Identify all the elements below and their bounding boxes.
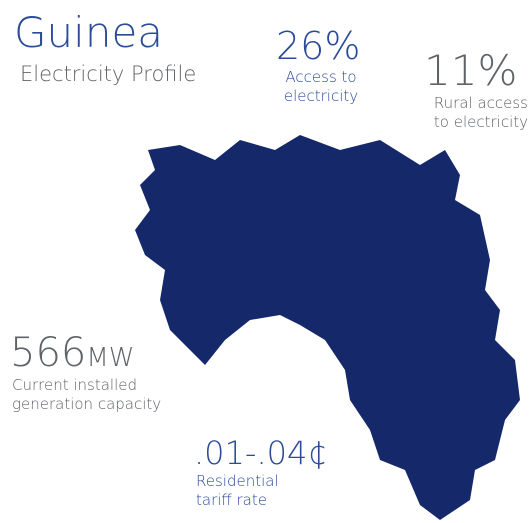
stat-unit: MW bbox=[86, 343, 135, 373]
caption-line: Access to bbox=[285, 68, 357, 86]
guinea-map bbox=[135, 135, 520, 520]
caption-line: tariff rate bbox=[196, 491, 267, 509]
stat-caption: Rural access to electricity bbox=[412, 94, 528, 132]
stat-caption: Access to electricity bbox=[276, 68, 366, 106]
caption-line: Residential bbox=[196, 472, 279, 490]
caption-line: electricity bbox=[283, 87, 359, 105]
subtitle: Electricity Profile bbox=[20, 62, 197, 86]
stat-value: 26% bbox=[276, 24, 361, 68]
stat-value: 11% bbox=[424, 46, 518, 95]
stat-value: .01-.04¢ bbox=[194, 434, 328, 472]
stat-caption: Current installed generation capacity bbox=[12, 376, 161, 414]
stat-value: 566MW bbox=[10, 330, 135, 376]
stat-caption: Residential tariff rate bbox=[196, 472, 279, 510]
caption-line: Current installed bbox=[12, 376, 138, 394]
stat-number: 566 bbox=[10, 330, 87, 376]
caption-line: Rural access bbox=[433, 94, 528, 112]
caption-line: generation capacity bbox=[12, 395, 162, 413]
title: Guinea bbox=[14, 8, 164, 57]
caption-line: to electricity bbox=[433, 113, 528, 131]
